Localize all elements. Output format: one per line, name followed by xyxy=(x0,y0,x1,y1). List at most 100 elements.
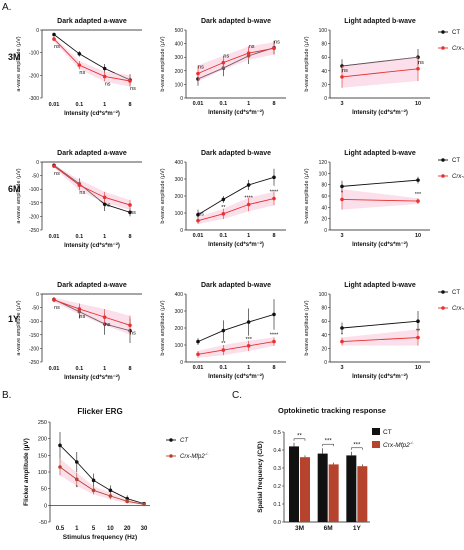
y-tick-label: 0 xyxy=(180,96,183,102)
legend-marker xyxy=(169,454,173,458)
legend-label: Crx-Mfp2-/- xyxy=(383,440,414,449)
bar-ko xyxy=(328,464,339,522)
x-axis-label: Intensity (cd*s*m⁻²) xyxy=(352,241,408,248)
series-ko-point xyxy=(340,75,344,79)
y-tick-label: 400 xyxy=(175,42,184,48)
y-tick-label: 120 xyxy=(319,160,328,166)
series-ko-point xyxy=(125,499,129,504)
y-axis-label: b-wave amplitude (µV) xyxy=(160,36,166,91)
x-tick-label: 1 xyxy=(75,526,79,532)
series-ko-point xyxy=(102,74,107,79)
series-ko-point xyxy=(77,183,82,187)
series-ko-point xyxy=(416,335,420,340)
panel-title: Dark adapted b-wave xyxy=(201,282,271,289)
series-ko-point xyxy=(246,202,251,207)
panel-letter-a: A. xyxy=(2,2,12,13)
y-tick-label: 80 xyxy=(321,183,327,189)
y-tick-label: 0 xyxy=(324,228,327,234)
x-tick-label: 3 xyxy=(340,101,343,107)
series-ct-point xyxy=(416,319,420,324)
significance-bracket xyxy=(322,443,334,447)
y-tick-label: 250 xyxy=(38,420,47,426)
series-ct-line xyxy=(53,299,131,332)
y-tick-label: -150 xyxy=(29,201,39,207)
x-tick-label: 0.5 xyxy=(56,526,65,532)
y-tick-label: 40 xyxy=(321,205,327,211)
y-tick-label: 20 xyxy=(321,82,327,88)
series-ct-point xyxy=(91,478,96,483)
bar-ct xyxy=(317,453,328,522)
series-ct-point xyxy=(108,488,113,493)
panel-title: Dark adapted b-wave xyxy=(201,18,271,25)
bar-ct xyxy=(346,455,357,522)
y-tick-label: 20 xyxy=(321,346,327,352)
y-axis-label: a-wave amplitude (µV) xyxy=(16,300,22,355)
x-tick-label: 20 xyxy=(124,526,131,532)
significance-label: ns xyxy=(105,81,111,87)
series-ko-band xyxy=(342,189,418,210)
x-tick-label: 10 xyxy=(415,365,421,371)
y-tick-label: 300 xyxy=(175,55,184,61)
series-ct-line xyxy=(53,34,131,81)
significance-label: ns xyxy=(54,305,60,311)
x-tick-label: 1 xyxy=(103,366,106,372)
significance-label: ns xyxy=(79,70,85,76)
panel-flicker: Flicker ERG -50 0 50 100 150 200 250 0.5 1 5 10 20 30… xyxy=(23,407,150,541)
panel-title: Dark adapted b-wave xyxy=(201,150,271,157)
panel-3m-b: Dark adapted b-wave 0 100 200 300 400 500 0.01 0… xyxy=(160,18,286,116)
y-tick-label: 100 xyxy=(175,343,184,349)
series-ko-band xyxy=(198,42,274,82)
y-axis-label: Flicker amplitude (µV) xyxy=(23,438,30,506)
significance-label: ** xyxy=(297,433,302,439)
x-tick-label: 8 xyxy=(128,234,131,240)
y-axis-label: b-wave amplitude (µV) xyxy=(304,300,310,355)
y-tick-label: 60 xyxy=(321,55,327,61)
panel-title: Flicker ERG xyxy=(77,407,122,416)
y-tick-label: 200 xyxy=(175,194,184,200)
panel-6m-b: Dark adapted b-wave 0 100 200 300 400 0.01 0.1 1… xyxy=(160,150,286,248)
x-tick-label: 8 xyxy=(128,366,131,372)
y-tick-label: 80 xyxy=(321,42,327,48)
y-tick-label: -100 xyxy=(29,319,39,325)
series-ct-point xyxy=(272,175,276,180)
significance-label: ns xyxy=(130,86,136,92)
series-ko-point xyxy=(52,298,56,302)
series-ko-line xyxy=(59,466,145,505)
series-ct-point xyxy=(77,52,82,56)
y-tick-label: -200 xyxy=(29,214,39,220)
significance-label: ns xyxy=(105,202,111,208)
y-axis-label: Spatial frequency (C/D) xyxy=(257,441,264,513)
series-ko-point xyxy=(340,197,344,202)
y-tick-label: 100 xyxy=(175,211,184,217)
significance-label: ns xyxy=(418,60,424,66)
series-ko-point xyxy=(416,199,420,203)
y-tick-label: -300 xyxy=(29,96,39,102)
y-tick-label: 20 xyxy=(321,217,327,223)
y-tick-label: -250 xyxy=(29,228,39,234)
series-ko-line xyxy=(341,68,419,78)
y-tick-label: 0 xyxy=(324,96,327,102)
significance-label: ns xyxy=(249,44,255,50)
series-ct-point xyxy=(125,496,129,501)
series-ct-point xyxy=(416,178,420,182)
x-axis-label: Intensity (cd*s*m⁻²) xyxy=(352,109,408,116)
series-ko-point xyxy=(196,71,200,76)
y-axis-label: b-wave amplitude (µV) xyxy=(304,36,310,91)
series-ct-point xyxy=(340,64,344,68)
y-axis-label: b-wave amplitude (µV) xyxy=(160,300,166,355)
significance-label: ns xyxy=(223,54,229,60)
y-tick-label: -250 xyxy=(29,360,39,366)
series-ko-band xyxy=(54,164,130,210)
y-axis-label: b-wave amplitude (µV) xyxy=(160,168,166,223)
legend-label: CT xyxy=(452,30,460,36)
panel-title: Dark adapted a-wave xyxy=(57,150,127,157)
series-ko-line xyxy=(53,38,131,82)
significance-label: *** xyxy=(245,337,252,343)
significance-label: **** xyxy=(270,190,279,196)
x-axis-label: Intensity (cd*s*m⁻²) xyxy=(64,374,120,381)
x-tick-label: 10 xyxy=(415,101,421,107)
series-ko-point xyxy=(108,494,113,498)
legend-label: Crx-Mfp2-/- xyxy=(452,171,464,180)
significance-label: ns xyxy=(54,44,60,50)
series-ct-point xyxy=(196,339,200,344)
